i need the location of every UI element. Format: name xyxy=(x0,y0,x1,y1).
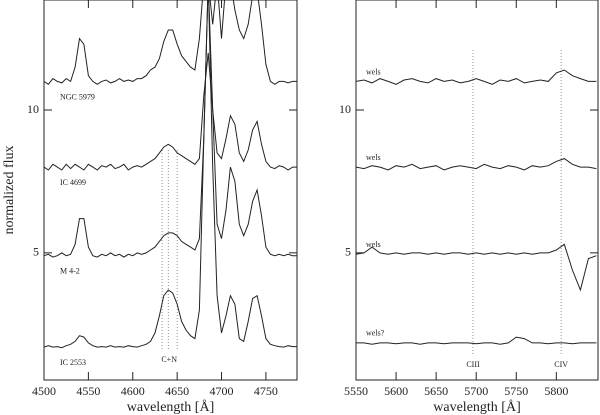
series-label: wels xyxy=(366,153,381,162)
x-tick-label: 4700 xyxy=(210,384,234,398)
x-tick-label: 5600 xyxy=(384,384,408,398)
y-tick-label: 5 xyxy=(33,245,39,259)
x-tick-label: 4650 xyxy=(165,384,189,398)
spectrum xyxy=(356,158,597,171)
spectrum xyxy=(356,69,597,85)
spectrum xyxy=(356,336,597,345)
x-tick-label: 4550 xyxy=(76,384,100,398)
x-tick-label: 5750 xyxy=(504,384,528,398)
series-label: M 4-2 xyxy=(60,267,80,276)
plot-area xyxy=(44,0,297,350)
x-tick-label: 4750 xyxy=(254,384,278,398)
x-tick-label: 4500 xyxy=(32,384,56,398)
y-tick-label: 10 xyxy=(27,102,39,116)
x-tick-label: 5700 xyxy=(464,384,488,398)
spectrum xyxy=(356,243,597,292)
spectrum xyxy=(44,0,297,349)
series-label: wels? xyxy=(366,329,385,338)
x-tick-label: 4600 xyxy=(121,384,145,398)
x-axis-label: wavelength [Å] xyxy=(433,399,520,415)
annotation: C+N xyxy=(161,355,177,364)
series-label: wels xyxy=(366,240,381,249)
series-label: wels xyxy=(366,67,381,76)
plot-area xyxy=(356,50,597,355)
series-label: NGC 5979 xyxy=(60,92,95,101)
series-label: IC 2553 xyxy=(60,358,86,367)
series-label: IC 4699 xyxy=(60,178,86,187)
plot-frame xyxy=(43,0,298,381)
line-label: CIV xyxy=(554,360,568,369)
x-tick-label: 5550 xyxy=(344,384,368,398)
y-tick-label: 10 xyxy=(339,102,351,116)
x-tick-label: 5650 xyxy=(424,384,448,398)
y-tick-label: 5 xyxy=(345,245,351,259)
y-axis-label: normalized flux xyxy=(2,145,17,234)
x-axis-label: wavelength [Å] xyxy=(127,399,214,415)
x-tick-label: 5800 xyxy=(544,384,568,398)
spectrum xyxy=(44,52,297,171)
plot-frame xyxy=(355,0,599,381)
spectrum xyxy=(44,0,297,85)
line-label: CIII xyxy=(466,360,480,369)
spectrum xyxy=(44,0,297,258)
